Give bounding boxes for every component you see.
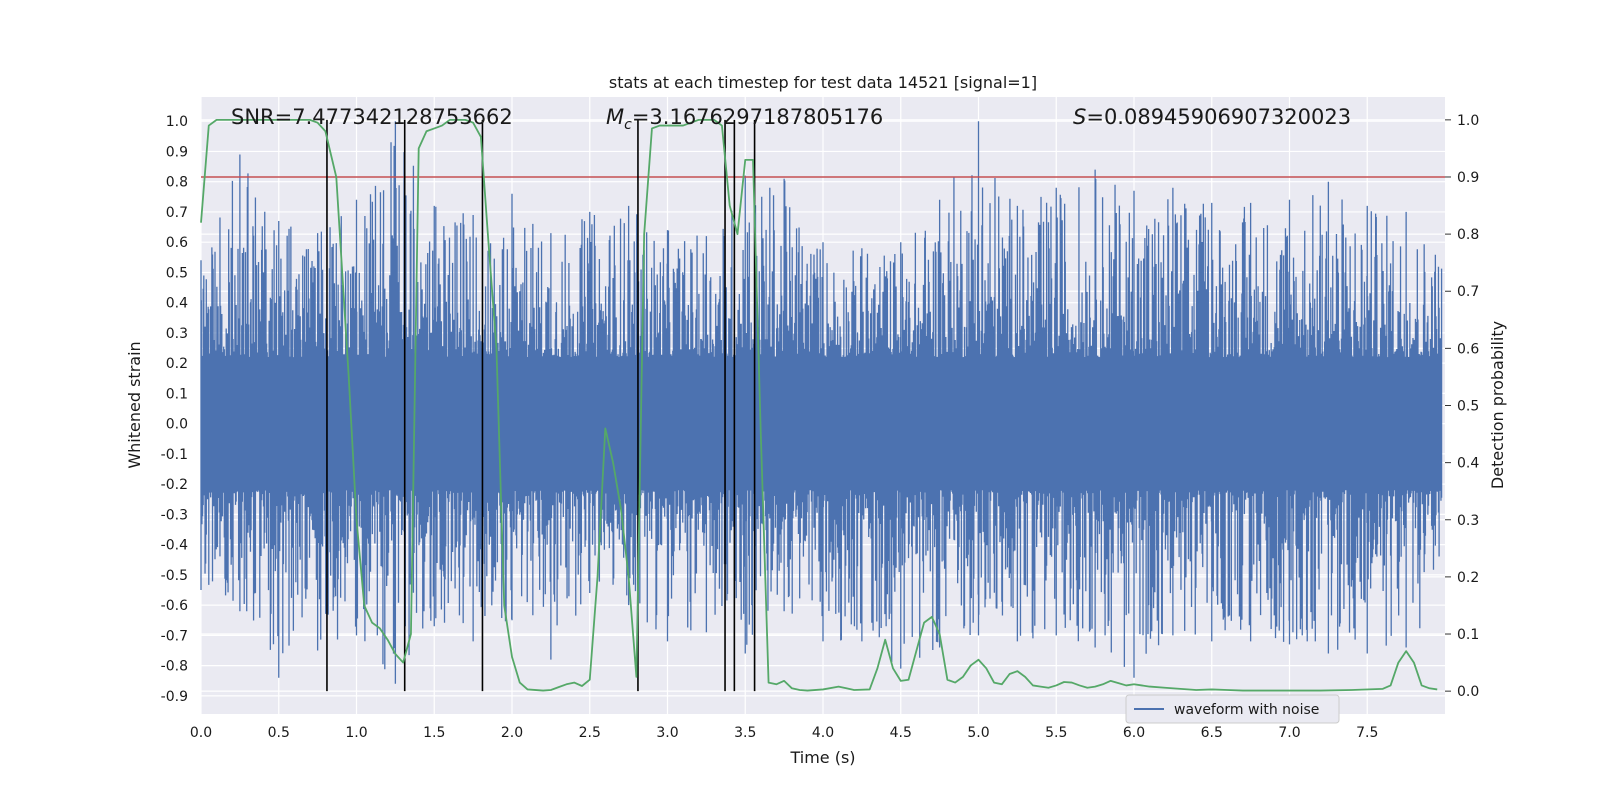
right-y-tick-label: 0.1 (1457, 627, 1479, 643)
score-annotation: S=0.08945906907320023 (1073, 105, 1351, 129)
right-y-tick-label: 1.0 (1457, 113, 1479, 129)
left-y-tick-label: 0.4 (166, 296, 188, 312)
x-tick-label: 5.0 (967, 725, 989, 741)
right-y-tick-label: 0.3 (1457, 513, 1479, 529)
right-y-tick-label: 0.5 (1457, 399, 1479, 415)
left-y-tick-label: -0.5 (161, 568, 188, 584)
right-y-tick-label: 0.7 (1457, 284, 1479, 300)
left-y-tick-label: -0.2 (161, 477, 188, 493)
right-y-axis-label: Detection probability (1488, 321, 1507, 489)
x-tick-label: 2.5 (579, 725, 601, 741)
left-y-tick-label: 0.3 (166, 326, 188, 342)
chirp-mass-annotation: Mc=3.1676297187805176 (606, 105, 883, 133)
probability-series (200, 118, 1438, 692)
left-y-tick-label: 0.0 (166, 417, 188, 433)
x-tick-label: 2.0 (501, 725, 523, 741)
left-y-axis-label: Whitened strain (125, 341, 144, 468)
right-y-tick-label: 0.2 (1457, 570, 1479, 586)
right-y-tick-label: 0.0 (1457, 684, 1479, 700)
left-y-tick-label: 0.6 (166, 235, 188, 251)
legend-box (1125, 694, 1340, 724)
left-y-tick-label: -0.3 (161, 507, 188, 523)
left-y-tick-label: 0.8 (166, 175, 188, 191)
right-y-tick-label: 0.4 (1457, 456, 1479, 472)
left-y-tick-label: 0.2 (166, 356, 188, 372)
x-tick-label: 7.5 (1356, 725, 1378, 741)
left-y-tick-label: 0.5 (166, 265, 188, 281)
x-tick-label: 1.0 (345, 725, 367, 741)
left-y-tick-label: 0.7 (166, 205, 188, 221)
chirp-mass-value: =3.1676297187805176 (632, 105, 883, 129)
left-y-tick-label: -0.1 (161, 447, 188, 463)
right-y-tick-label: 0.6 (1457, 341, 1479, 357)
x-tick-label: 0.0 (190, 725, 212, 741)
legend: waveform with noise (1125, 694, 1340, 724)
score-symbol: S (1073, 105, 1086, 129)
left-y-tick-label: -0.8 (161, 659, 188, 675)
left-y-tick-label: 0.9 (166, 144, 188, 160)
x-tick-label: 6.5 (1201, 725, 1223, 741)
left-y-tick-label: -0.7 (161, 628, 188, 644)
x-tick-label: 6.0 (1123, 725, 1145, 741)
snr-annotation: SNR=7.477342128753662 (231, 105, 513, 129)
left-y-axis-ticks: 1.0 0.9 0.8 0.7 0.6 0.5 0.4 0.3 0.2 0.1 0.0 -0.1 -0.… (161, 114, 188, 705)
x-tick-label: 0.5 (268, 725, 290, 741)
left-y-tick-label: -0.9 (161, 689, 188, 705)
x-tick-label: 4.5 (890, 725, 912, 741)
x-tick-label: 7.0 (1278, 725, 1300, 741)
x-tick-label: 3.0 (656, 725, 678, 741)
probability-line (200, 118, 1438, 692)
left-y-tick-label: 1.0 (166, 114, 188, 130)
legend-label-waveform: waveform with noise (1174, 702, 1319, 718)
right-y-tick-label: 0.8 (1457, 227, 1479, 243)
chirp-mass-subscript: c (624, 117, 632, 133)
right-y-axis-ticks: 1.0 0.9 0.8 0.7 0.6 0.5 0.4 0.3 0.2 0.1 0.0 (1445, 113, 1479, 700)
left-y-tick-label: 0.1 (166, 386, 188, 402)
chirp-mass-symbol: M (606, 105, 624, 129)
x-axis-ticks: 0.0 0.5 1.0 1.5 2.0 2.5 3.0 3.5 4.0 4.5 5.0 5.5 6.0 6… (190, 725, 1379, 741)
score-value: =0.08945906907320023 (1086, 105, 1351, 129)
x-axis-label: Time (s) (789, 748, 855, 767)
right-y-tick-label: 0.9 (1457, 170, 1479, 186)
x-tick-label: 4.0 (812, 725, 834, 741)
left-y-tick-label: -0.4 (161, 538, 188, 554)
chart-title: stats at each timestep for test data 145… (609, 73, 1037, 92)
left-y-tick-label: -0.6 (161, 598, 188, 614)
x-tick-label: 5.5 (1045, 725, 1067, 741)
x-tick-label: 1.5 (423, 725, 445, 741)
x-tick-label: 3.5 (734, 725, 756, 741)
